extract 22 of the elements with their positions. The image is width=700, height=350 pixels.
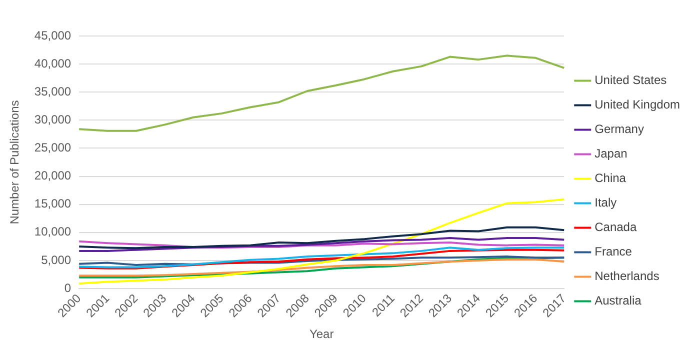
y-tick-label: 15,000 xyxy=(34,196,72,211)
legend-label: Germany xyxy=(594,122,644,136)
y-tick-label: 10,000 xyxy=(34,224,72,239)
y-tick-label: 35,000 xyxy=(34,84,72,98)
y-axis-title: Number of Publications xyxy=(8,100,22,224)
legend-label: Netherlands xyxy=(594,269,660,284)
y-tick-label: 45,000 xyxy=(34,28,72,42)
y-tick-label: 20,000 xyxy=(34,168,72,183)
y-tick-label: 0 xyxy=(64,280,72,295)
y-tick-label: 40,000 xyxy=(34,56,72,70)
legend-label: Canada xyxy=(594,220,637,234)
legend-label: China xyxy=(594,171,626,186)
y-tick-label: 25,000 xyxy=(34,140,72,155)
legend-label: Italy xyxy=(594,196,617,210)
legend-label: Japan xyxy=(594,146,628,161)
legend-label: Australia xyxy=(594,294,642,308)
legend-label: United Kingdom xyxy=(594,98,680,112)
legend-label: United States xyxy=(594,73,667,88)
y-tick-label: 30,000 xyxy=(34,112,72,126)
legend-label: France xyxy=(594,244,632,259)
x-axis-title: Year xyxy=(309,327,334,342)
y-tick-label: 5,000 xyxy=(41,252,72,267)
